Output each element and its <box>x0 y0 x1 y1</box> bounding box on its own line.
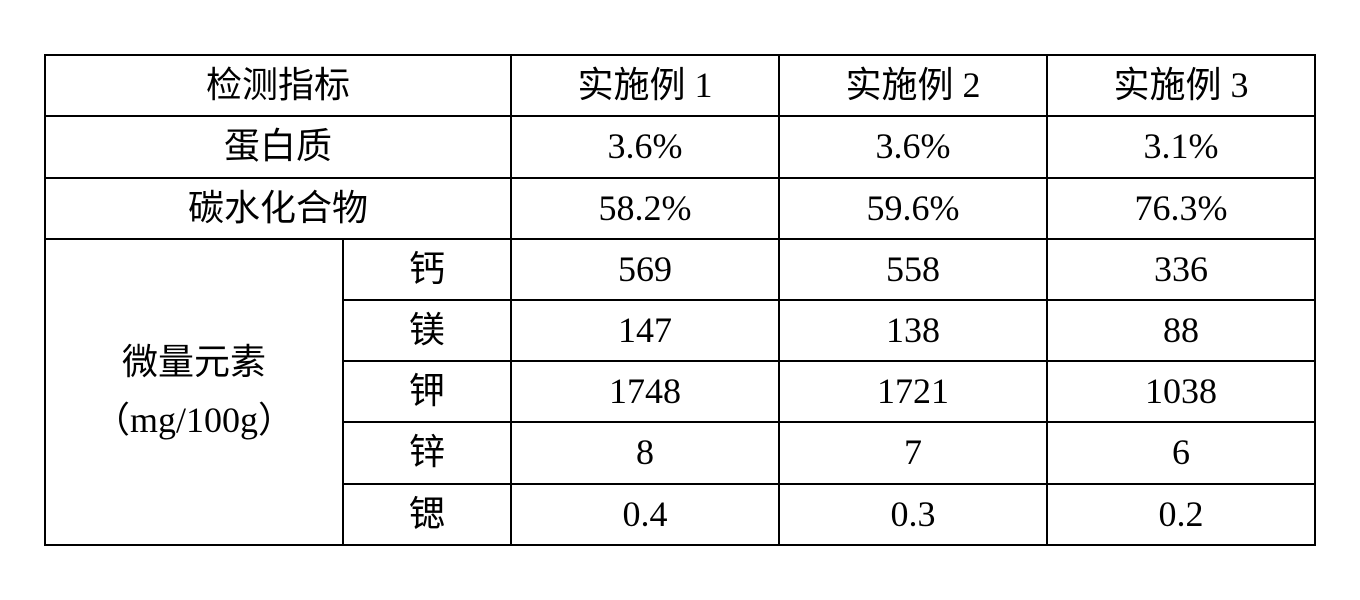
cell-calcium-3: 336 <box>1047 239 1315 300</box>
table-header-row: 检测指标 实施例 1 实施例 2 实施例 3 <box>45 55 1315 116</box>
cell-protein-3: 3.1% <box>1047 116 1315 177</box>
table-row: 蛋白质 3.6% 3.6% 3.1% <box>45 116 1315 177</box>
header-example-2: 实施例 2 <box>779 55 1047 116</box>
row-label-magnesium: 镁 <box>343 300 511 361</box>
table-row: 微量元素 （mg/100g） 钙 569 558 336 <box>45 239 1315 300</box>
row-label-zinc: 锌 <box>343 422 511 483</box>
cell-strontium-1: 0.4 <box>511 484 779 545</box>
row-label-potassium: 钾 <box>343 361 511 422</box>
cell-strontium-2: 0.3 <box>779 484 1047 545</box>
cell-calcium-1: 569 <box>511 239 779 300</box>
cell-zinc-3: 6 <box>1047 422 1315 483</box>
row-label-calcium: 钙 <box>343 239 511 300</box>
cell-carbs-3: 76.3% <box>1047 178 1315 239</box>
cell-potassium-1: 1748 <box>511 361 779 422</box>
row-label-strontium: 锶 <box>343 484 511 545</box>
cell-protein-2: 3.6% <box>779 116 1047 177</box>
header-example-1: 实施例 1 <box>511 55 779 116</box>
trace-label-line2: （mg/100g） <box>94 400 294 440</box>
cell-strontium-3: 0.2 <box>1047 484 1315 545</box>
cell-magnesium-3: 88 <box>1047 300 1315 361</box>
cell-potassium-2: 1721 <box>779 361 1047 422</box>
cell-zinc-1: 8 <box>511 422 779 483</box>
cell-carbs-2: 59.6% <box>779 178 1047 239</box>
header-example-3: 实施例 3 <box>1047 55 1315 116</box>
cell-calcium-2: 558 <box>779 239 1047 300</box>
trace-label-line1: 微量元素 <box>122 342 266 382</box>
cell-magnesium-2: 138 <box>779 300 1047 361</box>
row-label-carbs: 碳水化合物 <box>45 178 511 239</box>
header-indicator: 检测指标 <box>45 55 511 116</box>
cell-protein-1: 3.6% <box>511 116 779 177</box>
row-label-trace-elements-group: 微量元素 （mg/100g） <box>45 239 343 545</box>
cell-magnesium-1: 147 <box>511 300 779 361</box>
cell-carbs-1: 58.2% <box>511 178 779 239</box>
measurement-table: 检测指标 实施例 1 实施例 2 实施例 3 蛋白质 3.6% 3.6% 3.1… <box>44 54 1316 546</box>
row-label-protein: 蛋白质 <box>45 116 511 177</box>
cell-potassium-3: 1038 <box>1047 361 1315 422</box>
cell-zinc-2: 7 <box>779 422 1047 483</box>
table-row: 碳水化合物 58.2% 59.6% 76.3% <box>45 178 1315 239</box>
